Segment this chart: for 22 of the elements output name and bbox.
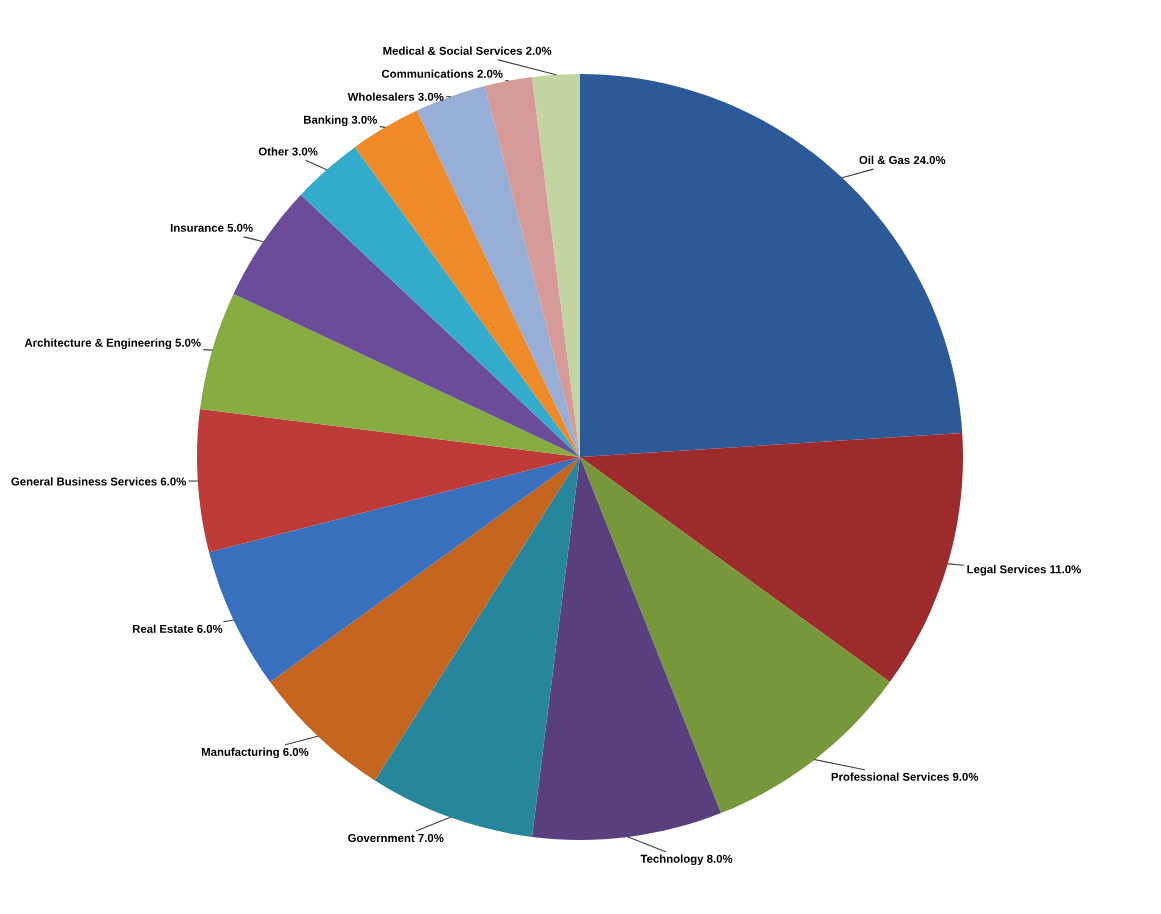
slice-label: Medical & Social Services 2.0% <box>383 46 552 55</box>
pie-slice <box>197 409 580 553</box>
slice-label: Government 7.0% <box>348 833 444 843</box>
slice-label: Real Estate 6.0% <box>132 624 223 633</box>
slice-label: Technology 8.0% <box>640 854 733 866</box>
slice-label: Legal Services 11.0% <box>967 564 1081 576</box>
pie-slice <box>580 432 963 683</box>
slice-label: Wholesalers 3.0% <box>347 92 444 101</box>
pie-slice <box>532 457 721 840</box>
slice-label: General Business Services 6.0% <box>11 477 186 486</box>
slice-label: Banking 3.0% <box>304 115 378 127</box>
pie-slice <box>200 293 580 457</box>
pie-slice <box>580 74 963 457</box>
slice-label: Oil & Gas 24.0% <box>859 155 946 165</box>
slice-label: Communications 2.0% <box>381 69 503 78</box>
pie-slice <box>416 86 580 457</box>
slice-label: Other 3.0% <box>258 147 318 156</box>
pie-slice <box>484 77 580 457</box>
slice-label: Manufacturing 6.0% <box>201 747 309 759</box>
slice-label: Architecture & Engineering 5.0% <box>24 338 201 350</box>
slice-label: Professional Services 9.0% <box>831 772 979 781</box>
slice-label: Insurance 5.0% <box>170 223 253 232</box>
